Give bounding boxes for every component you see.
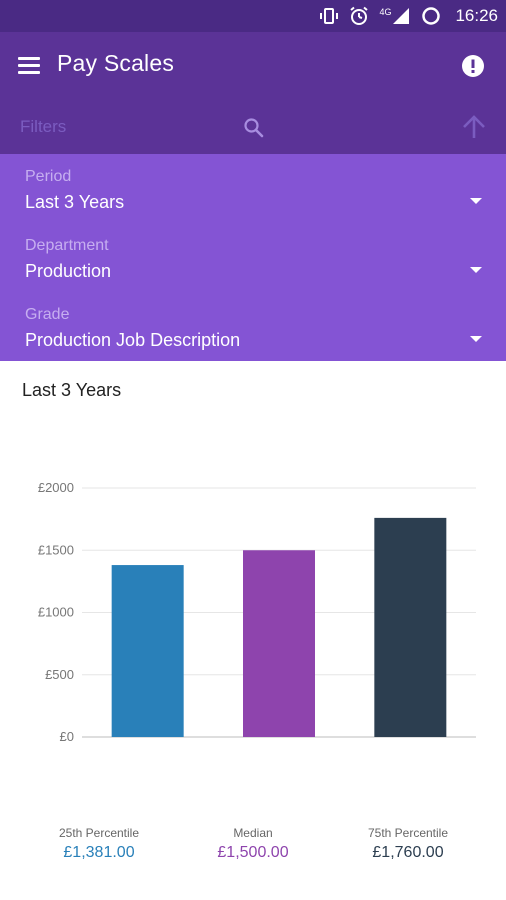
department-label: Department [25,237,109,254]
alert-icon[interactable] [460,53,486,79]
grade-label: Grade [25,306,70,323]
filter-input[interactable] [20,114,230,140]
pay-scale-bar-chart: £0 £500 £1000 £1500 £2000 [38,480,476,744]
stat-value: £1,760.00 [372,844,444,861]
period-dropdown[interactable]: Period Last 3 Years [0,168,506,230]
vibrate-icon [320,8,339,24]
status-bar: 4G 16:26 [0,0,506,32]
arrow-up-icon[interactable] [460,113,488,141]
y-tick-label: £0 [60,729,74,744]
stat-value: £1,381.00 [63,844,135,861]
app-bar: Pay Scales [0,32,506,100]
search-icon[interactable] [242,116,266,140]
period-label: Period [25,168,72,185]
menu-icon[interactable] [16,54,42,78]
stat-label: 75th Percentile [367,826,449,840]
status-time: 16:26 [455,6,498,25]
signal-icon [393,8,410,24]
bar-25th-percentile[interactable] [111,565,184,737]
page-title: Pay Scales [57,50,175,76]
summary-stats: 25th Percentile £1,381.00 Median £1,500.… [0,826,506,876]
department-value: Production [25,261,112,281]
y-tick-label: £1000 [38,605,74,620]
grade-caret-icon [470,336,482,342]
grade-value: Production Job Description [25,330,241,350]
stat-25th-percentile: 25th Percentile £1,381.00 [26,826,172,862]
filters-panel: Period Last 3 Years Department Productio… [0,154,506,361]
stat-value: £1,500.00 [217,844,289,861]
stat-label: 25th Percentile [58,826,140,840]
stat-75th-percentile: 75th Percentile £1,760.00 [335,826,481,862]
chart-title: Last 3 Years [22,380,122,400]
battery-icon [422,7,441,25]
y-tick-label: £1500 [38,542,74,557]
stat-label: Median [233,826,273,840]
period-value: Last 3 Years [25,192,125,212]
department-dropdown[interactable]: Department Production [0,237,506,299]
bar-75th-percentile[interactable] [374,517,447,737]
grade-dropdown[interactable]: Grade Production Job Description [0,306,506,368]
alarm-icon [350,6,369,25]
stat-median: Median £1,500.00 [180,826,326,862]
period-caret-icon [470,198,482,204]
department-caret-icon [470,267,482,273]
network-type-label: 4G [379,7,392,17]
bar-median[interactable] [243,550,315,737]
filter-bar [0,100,506,154]
y-tick-label: £500 [45,667,74,682]
y-tick-label: £2000 [38,480,74,495]
